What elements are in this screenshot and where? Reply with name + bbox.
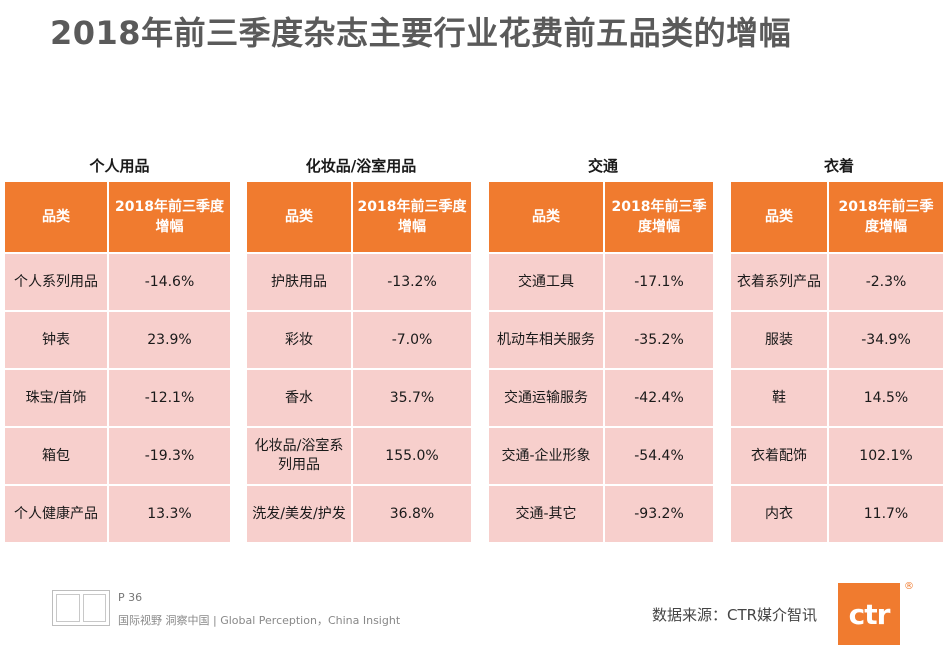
category-cell: 服装 [731, 310, 827, 368]
table-row: 交通-其它 -93.2% [489, 484, 713, 542]
column-header-category: 品类 [731, 182, 827, 252]
data-table: 品类 2018年前三季度增幅 衣着系列产品 -2.3% 服装 -34.9% 鞋 14.… [729, 182, 945, 542]
category-cell: 箱包 [5, 426, 107, 484]
value-cell: -17.1% [605, 252, 713, 310]
table-header-row: 品类 2018年前三季度增幅 [731, 182, 943, 252]
table-row: 香水 35.7% [247, 368, 471, 426]
value-cell: -42.4% [605, 368, 713, 426]
table-row: 化妆品/浴室系列用品 155.0% [247, 426, 471, 484]
table-row: 个人健康产品 13.3% [5, 484, 230, 542]
value-cell: -93.2% [605, 484, 713, 542]
category-cell: 交通-其它 [489, 484, 603, 542]
value-cell: 35.7% [353, 368, 471, 426]
value-cell: 11.7% [829, 484, 943, 542]
table-row: 交通运输服务 -42.4% [489, 368, 713, 426]
value-cell: 14.5% [829, 368, 943, 426]
category-cell: 护肤用品 [247, 252, 351, 310]
value-cell: -19.3% [109, 426, 230, 484]
panel-title: 个人用品 [89, 157, 150, 175]
column-header-growth: 2018年前三季度增幅 [109, 182, 230, 252]
certification-mark-right [82, 594, 106, 622]
data-table: 品类 2018年前三季度增幅 护肤用品 -13.2% 彩妆 -7.0% 香水 35.7… [245, 182, 473, 542]
certification-mark-left [56, 594, 80, 622]
table-row: 机动车相关服务 -35.2% [489, 310, 713, 368]
value-cell: 13.3% [109, 484, 230, 542]
ctr-logo: ctr [838, 583, 900, 645]
category-cell: 交通运输服务 [489, 368, 603, 426]
value-cell: -54.4% [605, 426, 713, 484]
category-cell: 彩妆 [247, 310, 351, 368]
panel-title: 化妆品/浴室用品 [305, 157, 417, 175]
data-table: 品类 2018年前三季度增幅 交通工具 -17.1% 机动车相关服务 -35.2% … [487, 182, 715, 542]
category-cell: 个人系列用品 [5, 252, 107, 310]
category-cell: 香水 [247, 368, 351, 426]
column-header-growth: 2018年前三季度增幅 [353, 182, 471, 252]
value-cell: -13.2% [353, 252, 471, 310]
value-cell: 36.8% [353, 484, 471, 542]
table-row: 衣着系列产品 -2.3% [731, 252, 943, 310]
table-row: 衣着配饰 102.1% [731, 426, 943, 484]
category-cell: 珠宝/首饰 [5, 368, 107, 426]
panel-title: 交通 [587, 157, 618, 175]
value-cell: 155.0% [353, 426, 471, 484]
table-row: 护肤用品 -13.2% [247, 252, 471, 310]
category-cell: 鞋 [731, 368, 827, 426]
column-header-growth: 2018年前三季度增幅 [605, 182, 713, 252]
table-header-row: 品类 2018年前三季度增幅 [489, 182, 713, 252]
category-cell: 衣着配饰 [731, 426, 827, 484]
category-cell: 个人健康产品 [5, 484, 107, 542]
page-title: 2018年前三季度杂志主要行业花费前五品类的增幅 [50, 14, 792, 52]
page-number: P 36 [118, 591, 143, 604]
panel-title: 衣着 [823, 157, 854, 175]
value-cell: -34.9% [829, 310, 943, 368]
data-source: 数据来源：CTR媒介智讯 [652, 606, 818, 624]
column-header-growth: 2018年前三季度增幅 [829, 182, 943, 252]
table-row: 珠宝/首饰 -12.1% [5, 368, 230, 426]
table-row: 彩妆 -7.0% [247, 310, 471, 368]
table-row: 交通-企业形象 -54.4% [489, 426, 713, 484]
category-cell: 交通-企业形象 [489, 426, 603, 484]
column-header-category: 品类 [5, 182, 107, 252]
value-cell: -12.1% [109, 368, 230, 426]
category-cell: 衣着系列产品 [731, 252, 827, 310]
footer-tagline: 国际视野 洞察中国 | Global Perception，China Insi… [118, 614, 401, 627]
certification-logo [52, 590, 110, 626]
table-row: 个人系列用品 -14.6% [5, 252, 230, 310]
table-row: 箱包 -19.3% [5, 426, 230, 484]
table-row: 交通工具 -17.1% [489, 252, 713, 310]
registered-mark: ® [904, 581, 914, 592]
category-cell: 洗发/美发/护发 [247, 484, 351, 542]
category-cell: 钟表 [5, 310, 107, 368]
category-cell: 化妆品/浴室系列用品 [247, 426, 351, 484]
column-header-category: 品类 [489, 182, 603, 252]
table-row: 内衣 11.7% [731, 484, 943, 542]
value-cell: -2.3% [829, 252, 943, 310]
table-header-row: 品类 2018年前三季度增幅 [5, 182, 230, 252]
value-cell: -14.6% [109, 252, 230, 310]
table-row: 鞋 14.5% [731, 368, 943, 426]
table-row: 钟表 23.9% [5, 310, 230, 368]
value-cell: 23.9% [109, 310, 230, 368]
value-cell: -35.2% [605, 310, 713, 368]
value-cell: 102.1% [829, 426, 943, 484]
data-table: 品类 2018年前三季度增幅 个人系列用品 -14.6% 钟表 23.9% 珠宝/首… [3, 182, 232, 542]
column-header-category: 品类 [247, 182, 351, 252]
table-header-row: 品类 2018年前三季度增幅 [247, 182, 471, 252]
table-row: 服装 -34.9% [731, 310, 943, 368]
category-cell: 机动车相关服务 [489, 310, 603, 368]
category-cell: 内衣 [731, 484, 827, 542]
table-row: 洗发/美发/护发 36.8% [247, 484, 471, 542]
value-cell: -7.0% [353, 310, 471, 368]
category-cell: 交通工具 [489, 252, 603, 310]
